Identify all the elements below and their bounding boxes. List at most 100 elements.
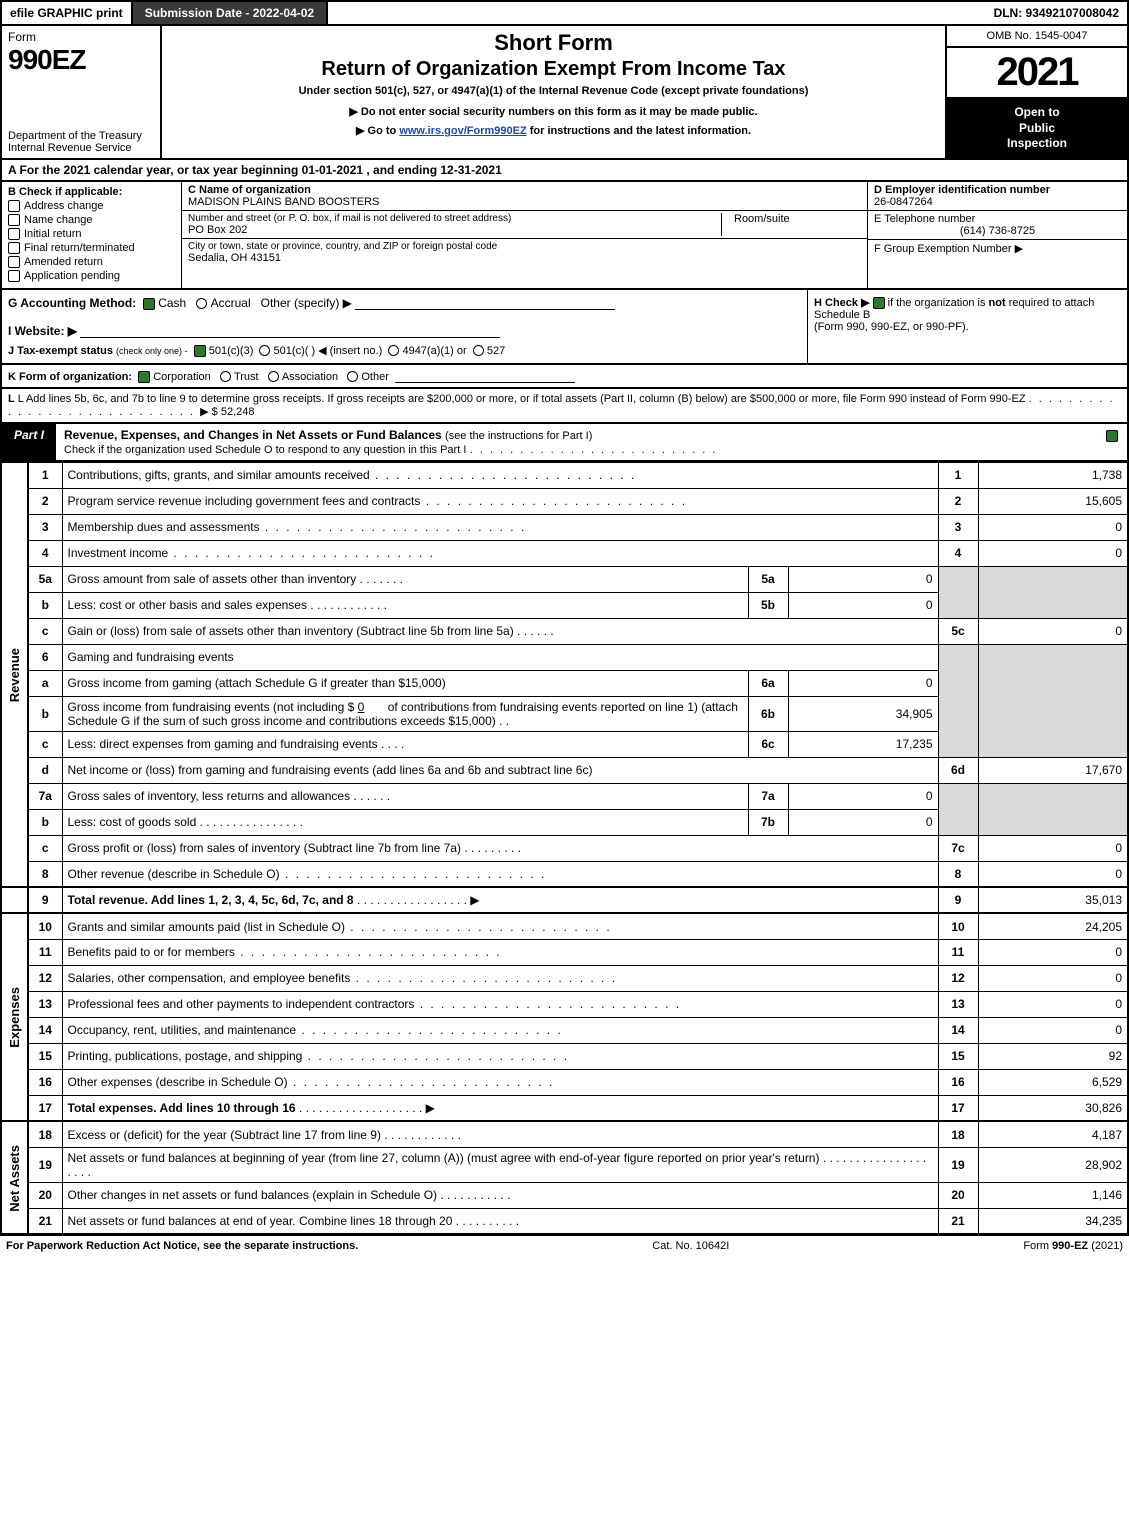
title-short-form: Short Form [168,30,939,56]
side-net-assets: Net Assets [1,1121,28,1234]
group-exemption-cell: F Group Exemption Number ▶ [868,240,1127,257]
city-value: Sedalia, OH 43151 [188,252,861,264]
checkbox-icon [8,214,20,226]
block-bcdef: B Check if applicable: Address change Na… [0,182,1129,290]
part1-subtext: Check if the organization used Schedule … [64,444,466,456]
line-7c: c Gross profit or (loss) from sales of i… [1,835,1128,861]
radio-icon[interactable] [268,371,279,382]
inspect-3: Inspection [951,136,1123,152]
omb-number: OMB No. 1545-0047 [947,26,1127,48]
line-16: 16 Other expenses (describe in Schedule … [1,1069,1128,1095]
k-other-field[interactable] [395,369,575,383]
k-label: K Form of organization: [8,371,132,383]
checkbox-icon [8,270,20,282]
tax-year: 2021 [947,48,1127,99]
chk-initial-return[interactable]: Initial return [8,228,175,240]
g-other-field[interactable] [355,296,615,310]
j-sub: (check only one) - [116,346,188,356]
part1-title-sub: (see the instructions for Part I) [445,430,592,442]
checkbox-icon[interactable] [194,345,206,357]
form-word: Form [8,30,154,44]
street-cell: Number and street (or P. O. box, if mail… [182,211,867,239]
line-6d: d Net income or (loss) from gaming and f… [1,757,1128,783]
header-note: ▶ Do not enter social security numbers o… [168,105,939,118]
line-15: 15 Printing, publications, postage, and … [1,1043,1128,1069]
line-14: 14 Occupancy, rent, utilities, and maint… [1,1017,1128,1043]
submission-date: Submission Date - 2022-04-02 [133,2,328,24]
goto-link[interactable]: www.irs.gov/Form990EZ [399,125,526,137]
line-6: 6 Gaming and fundraising events [1,644,1128,670]
city-cell: City or town, state or province, country… [182,239,867,266]
dln: DLN: 93492107008042 [986,2,1127,24]
header-left: Form 990EZ Department of the Treasury In… [2,26,162,158]
department: Department of the Treasury Internal Reve… [8,130,154,154]
g-other: Other (specify) ▶ [261,296,352,310]
chk-name-change[interactable]: Name change [8,214,175,226]
j-501c: 501(c)( ) ◀ (insert no.) [274,345,383,357]
j-501c3: 501(c)(3) [209,345,254,357]
chk-amended-return[interactable]: Amended return [8,256,175,268]
ein-cell: D Employer identification number 26-0847… [868,182,1127,211]
radio-icon[interactable] [220,371,231,382]
h-text1: H Check ▶ [814,297,873,309]
side-revenue: Revenue [1,462,28,887]
k-trust: Trust [234,371,259,383]
line-3: 3 Membership dues and assessments 3 0 [1,514,1128,540]
j-4947: 4947(a)(1) or [402,345,466,357]
line-4: 4 Investment income 4 0 [1,540,1128,566]
radio-icon[interactable] [259,345,270,356]
radio-icon[interactable] [196,298,207,309]
chk-address-change[interactable]: Address change [8,200,175,212]
checkbox-icon[interactable] [873,297,885,309]
col-b-header: B Check if applicable: [8,186,175,198]
checkbox-icon [1106,430,1118,442]
header-right: OMB No. 1545-0047 2021 Open to Public In… [947,26,1127,158]
chk-label: Final return/terminated [24,242,135,254]
checkbox-icon[interactable] [143,298,155,310]
col-def: D Employer identification number 26-0847… [867,182,1127,288]
h-text4: (Form 990, 990-EZ, or 990-PF). [814,321,969,333]
line-11: 11 Benefits paid to or for members 11 0 [1,939,1128,965]
l-text: L Add lines 5b, 6c, and 7b to line 9 to … [18,393,1026,405]
part1-title: Revenue, Expenses, and Changes in Net As… [56,424,1097,460]
part1-schedule-o-check[interactable] [1097,424,1127,460]
room-suite-label: Room/suite [734,213,790,225]
goto-post: for instructions and the latest informat… [527,125,751,137]
row-g: G Accounting Method: Cash Accrual Other … [2,290,807,363]
ein-value: 26-0847264 [874,196,1121,208]
line-12: 12 Salaries, other compensation, and emp… [1,965,1128,991]
line-7a: 7a Gross sales of inventory, less return… [1,783,1128,809]
line-10: Expenses 10 Grants and similar amounts p… [1,913,1128,939]
org-name-label: C Name of organization [188,184,311,196]
line-20: 20 Other changes in net assets or fund b… [1,1182,1128,1208]
radio-icon[interactable] [388,345,399,356]
chk-application-pending[interactable]: Application pending [8,270,175,282]
j-527: 527 [487,345,505,357]
inspect-2: Public [951,121,1123,137]
part1-table: Revenue 1 Contributions, gifts, grants, … [0,462,1129,1236]
g-label: G Accounting Method: [8,296,136,310]
form-header: Form 990EZ Department of the Treasury In… [0,26,1129,160]
header-mid: Short Form Return of Organization Exempt… [162,26,947,158]
room-suite: Room/suite [721,213,861,236]
chk-final-return[interactable]: Final return/terminated [8,242,175,254]
line-1: Revenue 1 Contributions, gifts, grants, … [1,462,1128,488]
org-name-value: MADISON PLAINS BAND BOOSTERS [188,196,861,208]
radio-icon[interactable] [347,371,358,382]
line-5a: 5a Gross amount from sale of assets othe… [1,566,1128,592]
website-field[interactable] [80,324,500,338]
topbar-spacer [328,2,985,24]
org-name-cell: C Name of organization MADISON PLAINS BA… [182,182,867,211]
row-gh: G Accounting Method: Cash Accrual Other … [0,290,1129,365]
radio-icon[interactable] [473,345,484,356]
phone-value: (614) 736-8725 [874,225,1121,237]
line-9: 9 Total revenue. Add lines 1, 2, 3, 4, 5… [1,887,1128,913]
street-value: PO Box 202 [188,224,721,236]
side-expenses: Expenses [1,913,28,1121]
ein-label: D Employer identification number [874,184,1121,196]
col-b: B Check if applicable: Address change Na… [2,182,182,288]
chk-label: Name change [24,214,93,226]
checkbox-icon[interactable] [138,371,150,383]
group-exemption-label: F Group Exemption Number ▶ [874,243,1023,255]
efile-label: efile GRAPHIC print [2,2,133,24]
